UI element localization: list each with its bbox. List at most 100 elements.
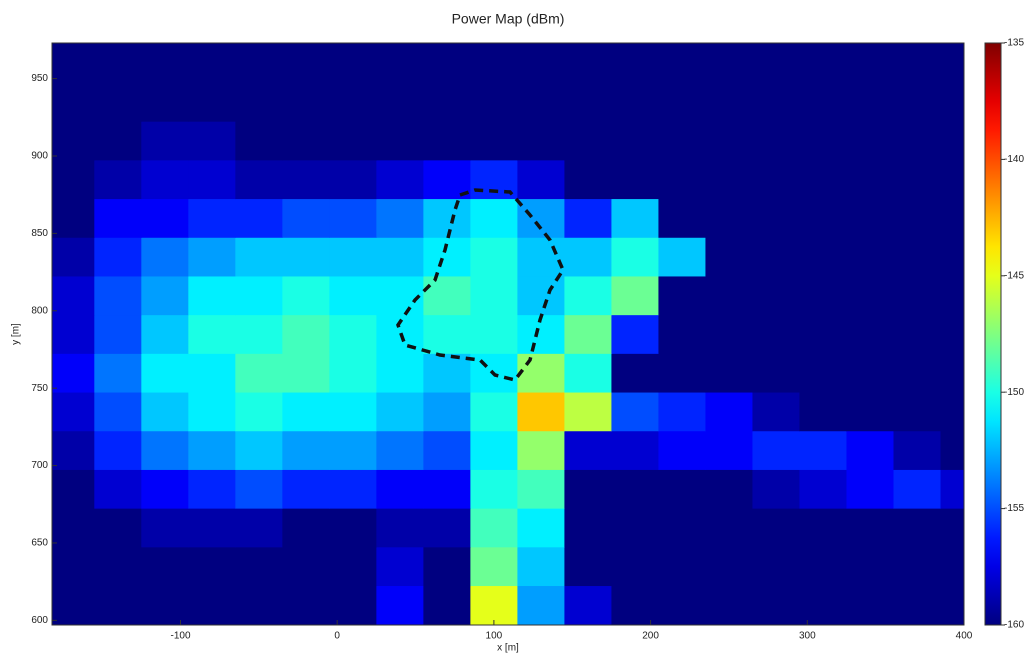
heat-cell [611,314,659,354]
heat-cell [376,392,424,432]
heat-cell [282,469,330,509]
heat-cell [940,546,964,587]
heat-cell [846,121,894,161]
heat-cell [188,469,236,509]
heat-cell [52,508,95,548]
heat-cell [376,159,424,200]
x-tick-label: 200 [642,631,659,642]
heat-cell [658,508,706,548]
heat-cell [705,469,753,509]
heat-cell [611,121,659,161]
heat-cell [470,82,518,122]
heat-cell [52,546,95,587]
heat-cell [188,546,236,587]
heat-cell [52,392,95,432]
heat-cell [423,198,471,238]
heat-cell [141,43,189,83]
heat-cell [752,430,800,470]
heat-cell [846,198,894,238]
y-tick-label: 900 [31,151,48,162]
heat-cell [141,237,189,277]
heat-cell [799,585,847,625]
heat-cell [658,82,706,122]
heat-cell [376,43,424,83]
heat-cell [329,82,377,122]
y-tick-label: 750 [31,383,48,394]
heat-cell [376,585,424,625]
heat-cell [564,159,612,200]
heat-cell [188,508,236,548]
heat-cell [376,82,424,122]
heat-cell [188,159,236,200]
heat-cell [799,353,847,393]
heat-cell [799,314,847,354]
heat-cell [705,314,753,354]
heat-cell [141,159,189,200]
heat-cell [893,585,941,625]
heat-cell [282,43,330,83]
heat-cell [658,198,706,238]
colorbar-tick-label: -145 [1004,270,1024,281]
heat-cell [517,82,565,122]
heat-cell [470,198,518,238]
heat-cell [517,353,565,393]
heat-cell [52,198,95,238]
heat-cell [329,430,377,470]
heat-cell [517,585,565,625]
heat-cell [752,546,800,587]
heat-cell [376,237,424,277]
heat-cell [752,198,800,238]
heat-cell [846,275,894,316]
heat-cell [329,198,377,238]
heat-cell [658,159,706,200]
heat-cell [517,430,565,470]
heat-cell [564,430,612,470]
heat-cell [799,43,847,83]
heat-cell [893,43,941,83]
heat-cell [940,314,964,354]
heat-cell [658,121,706,161]
y-tick-label: 950 [31,73,48,84]
heat-cell [423,585,471,625]
heat-cell [799,275,847,316]
heat-cell [611,353,659,393]
heat-cell [611,198,659,238]
y-tick-label: 850 [31,228,48,239]
heat-cell [799,121,847,161]
heat-cell [188,275,236,316]
heat-cell [94,43,142,83]
heat-cell [282,82,330,122]
heat-cell [329,43,377,83]
heat-cell [564,585,612,625]
heat-cell [940,469,964,509]
x-tick-label: 400 [956,631,973,642]
heat-cell [893,159,941,200]
heat-cell [423,82,471,122]
heat-cell [752,508,800,548]
chart-title: Power Map (dBm) [452,11,565,27]
heat-cell [940,430,964,470]
heat-cell [329,585,377,625]
heat-cell [141,314,189,354]
heat-cell [94,469,142,509]
heat-cell [282,430,330,470]
heat-cell [658,469,706,509]
heat-cell [235,43,283,83]
heat-cell [235,430,283,470]
heat-cell [282,546,330,587]
heat-cell [611,43,659,83]
heat-cell [705,198,753,238]
heat-cell [752,82,800,122]
heat-cell [376,198,424,238]
colorbar-tick-label: -155 [1004,503,1024,514]
heat-cell [799,82,847,122]
heat-cell [235,392,283,432]
heat-cell [940,82,964,122]
heat-cell [705,585,753,625]
heat-cell [658,392,706,432]
heat-cell [282,275,330,316]
heat-cell [52,121,95,161]
heat-cell [235,314,283,354]
heat-cell [893,237,941,277]
